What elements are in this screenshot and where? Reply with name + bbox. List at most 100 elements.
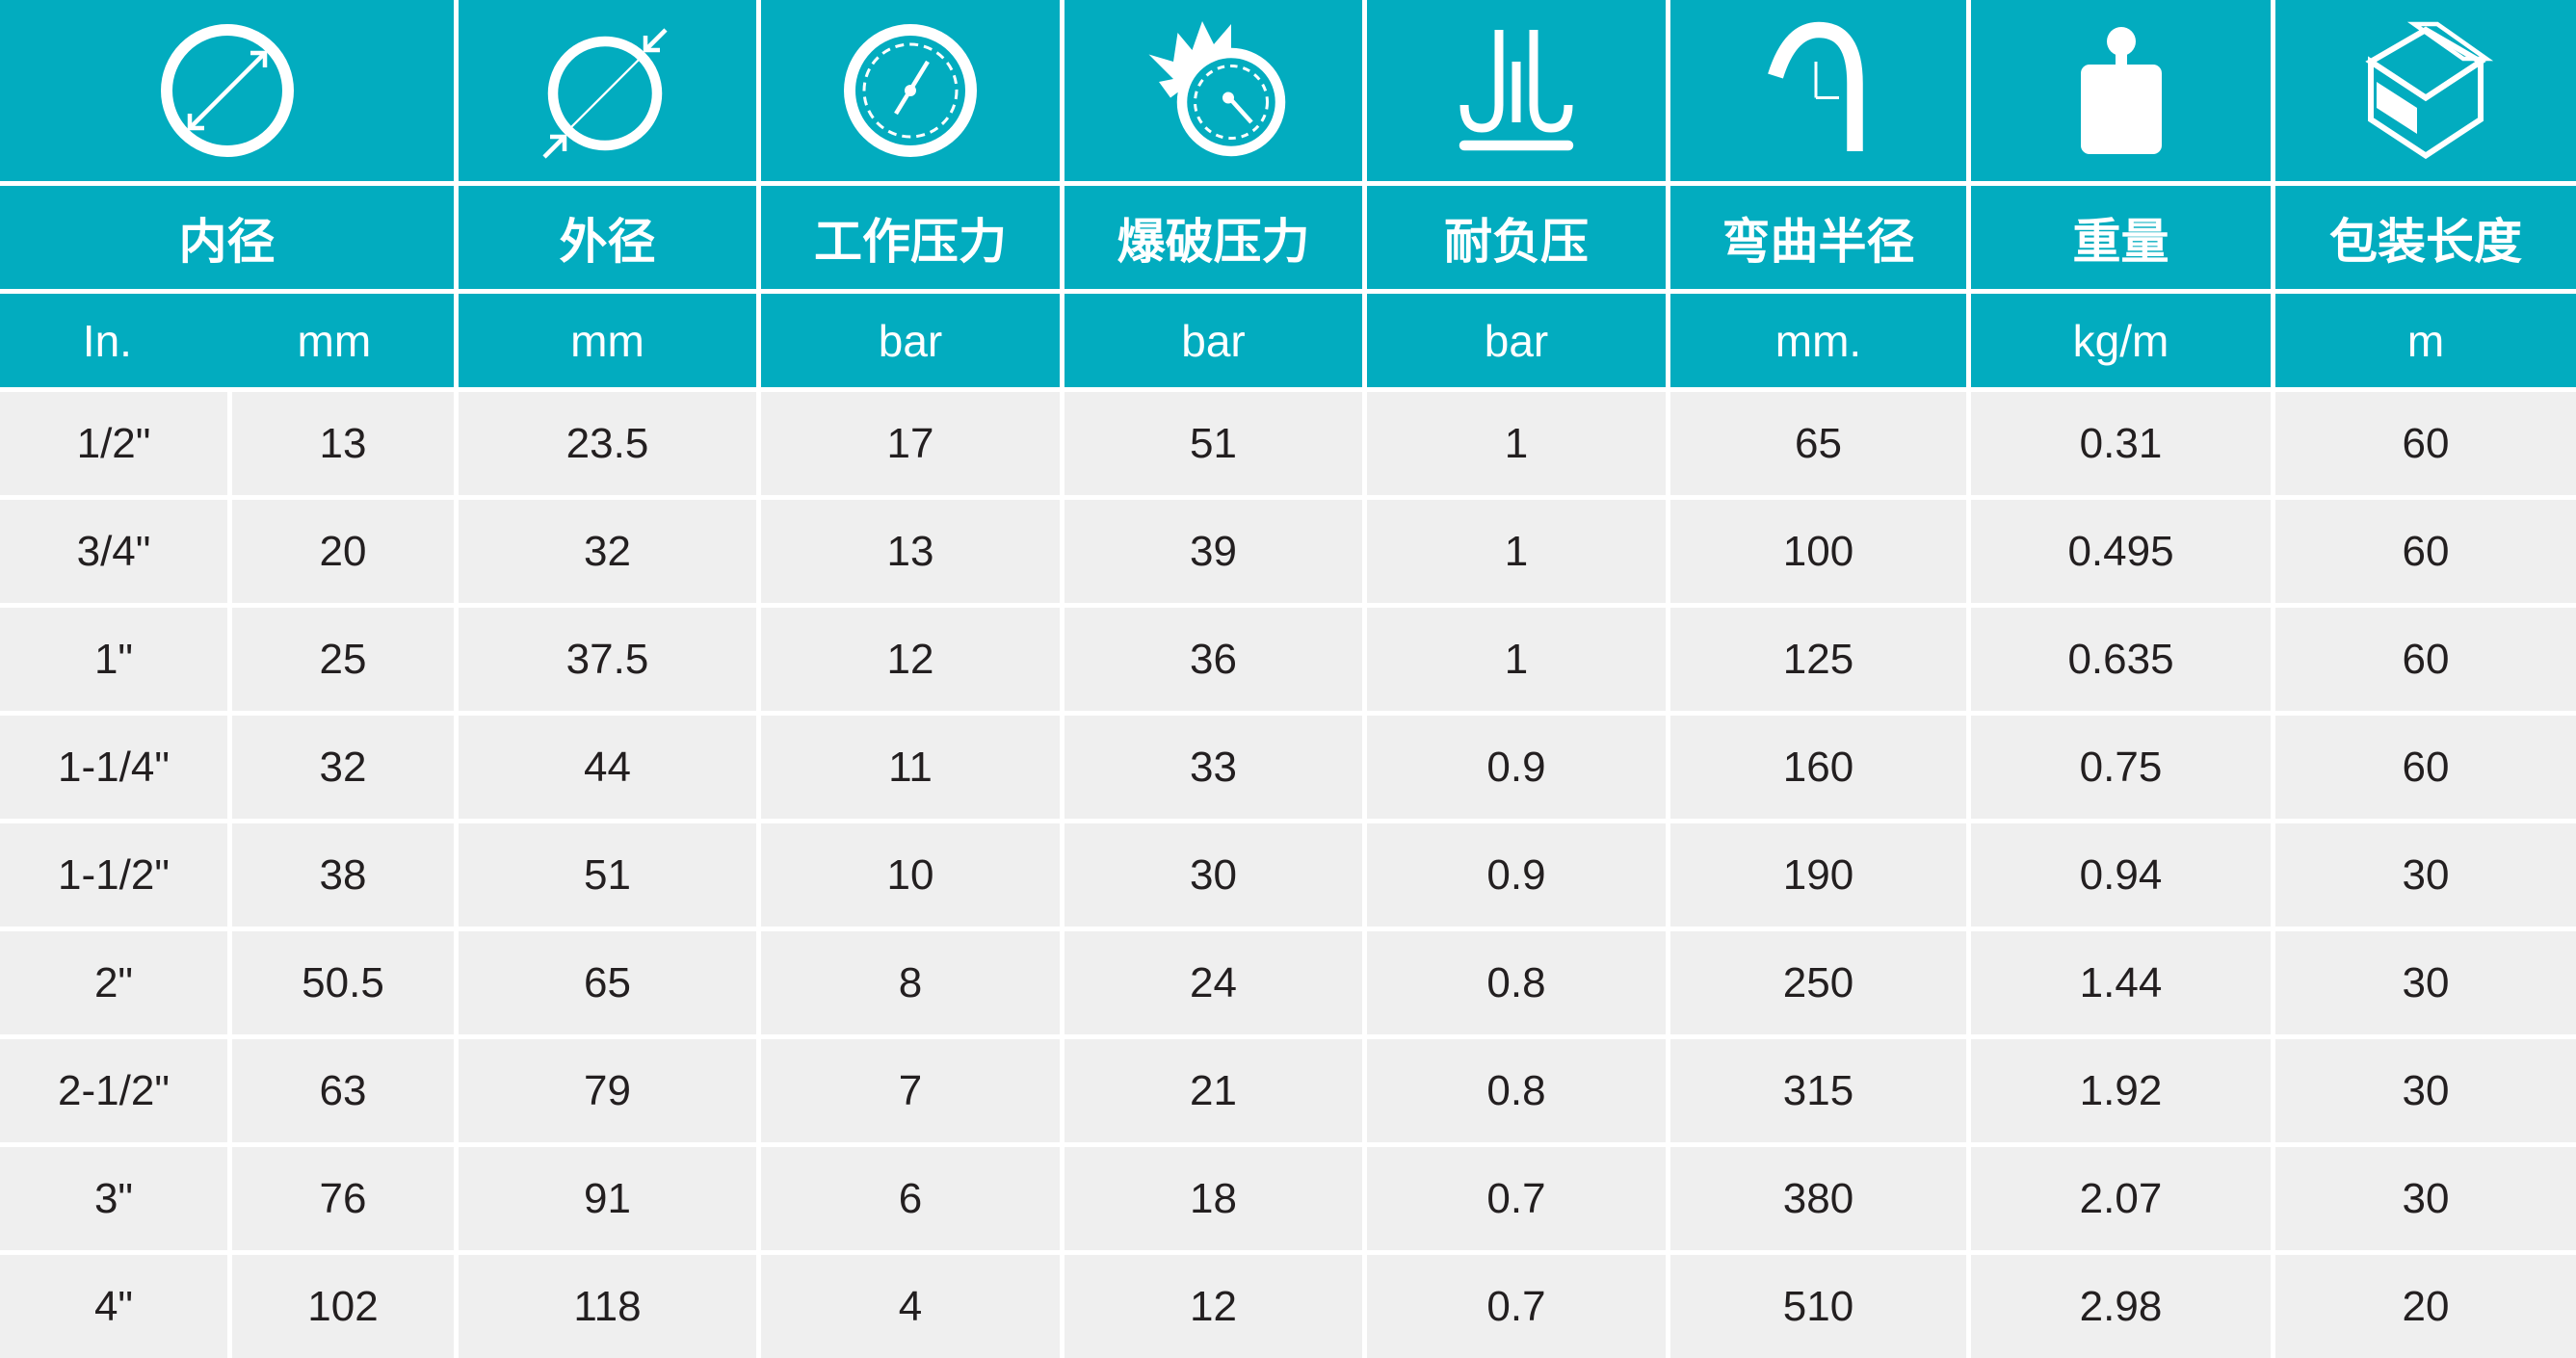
table-cell: 0.7: [1367, 1147, 1666, 1250]
column-title: 耐负压: [1367, 186, 1666, 289]
table-cell: 60: [2275, 392, 2576, 495]
table-cell: 2.98: [1971, 1255, 2271, 1358]
header-icon-cell: [2275, 0, 2576, 181]
table-cell: 102: [232, 1255, 454, 1358]
unit-cell: In. mm: [0, 294, 454, 387]
table-cell: 315: [1670, 1039, 1966, 1142]
header-icon-cell: [1367, 0, 1666, 181]
table-cell: 63: [232, 1039, 454, 1142]
table-cell: 51: [459, 823, 756, 927]
table-cell: 0.7: [1367, 1255, 1666, 1358]
table-cell: 23.5: [459, 392, 756, 495]
table-cell: 0.495: [1971, 500, 2271, 603]
unit-label: bar: [1065, 294, 1362, 387]
table-cell: 1-1/4": [0, 716, 227, 819]
table-cell: 1: [1367, 608, 1666, 711]
table-cell: 7: [761, 1039, 1060, 1142]
unit-label: mm: [459, 294, 756, 387]
table-cell: 76: [232, 1147, 454, 1250]
table-cell: 13: [761, 500, 1060, 603]
table-cell: 65: [1670, 392, 1966, 495]
unit-label: m: [2275, 294, 2576, 387]
table-cell: 4": [0, 1255, 227, 1358]
table-cell: 1: [1367, 500, 1666, 603]
table-cell: 10: [761, 823, 1060, 927]
table-cell: 79: [459, 1039, 756, 1142]
unit-label: mm.: [1670, 294, 1966, 387]
header-icon-cell: [0, 0, 454, 181]
table-cell: 21: [1065, 1039, 1362, 1142]
column-title: 弯曲半径: [1670, 186, 1966, 289]
column-title: 外径: [459, 186, 756, 289]
table-cell: 1": [0, 608, 227, 711]
unit-label: kg/m: [1971, 294, 2271, 387]
unit-label: bar: [761, 294, 1060, 387]
table-cell: 30: [2275, 823, 2576, 927]
table-cell: 4: [761, 1255, 1060, 1358]
table-cell: 13: [232, 392, 454, 495]
table-cell: 18: [1065, 1147, 1362, 1250]
outer-diameter-icon: [541, 28, 668, 159]
table-cell: 38: [232, 823, 454, 927]
table-cell: 30: [1065, 823, 1362, 927]
column-title: 工作压力: [761, 186, 1060, 289]
table-cell: 44: [459, 716, 756, 819]
table-cell: 17: [761, 392, 1060, 495]
table-cell: 33: [1065, 716, 1362, 819]
table-cell: 2": [0, 931, 227, 1034]
table-cell: 12: [761, 608, 1060, 711]
table-cell: 51: [1065, 392, 1362, 495]
table-cell: 39: [1065, 500, 1362, 603]
table-cell: 11: [761, 716, 1060, 819]
package-box-icon: [2365, 21, 2494, 160]
table-cell: 65: [459, 931, 756, 1034]
table-cell: 3": [0, 1147, 227, 1250]
column-title: 爆破压力: [1065, 186, 1362, 289]
unit-label: mm: [297, 315, 372, 366]
table-cell: 30: [2275, 1147, 2576, 1250]
table-cell: 1.92: [1971, 1039, 2271, 1142]
table-cell: 0.9: [1367, 716, 1666, 819]
table-cell: 2-1/2": [0, 1039, 227, 1142]
header-icon-cell: [761, 0, 1060, 181]
table-cell: 32: [459, 500, 756, 603]
table-cell: 50.5: [232, 931, 454, 1034]
table-cell: 60: [2275, 716, 2576, 819]
table-cell: 380: [1670, 1147, 1966, 1250]
table-cell: 25: [232, 608, 454, 711]
table-cell: 125: [1670, 608, 1966, 711]
table-cell: 250: [1670, 931, 1966, 1034]
table-cell: 60: [2275, 500, 2576, 603]
unit-label: bar: [1367, 294, 1666, 387]
table-cell: 0.75: [1971, 716, 2271, 819]
table-cell: 32: [232, 716, 454, 819]
table-cell: 0.9: [1367, 823, 1666, 927]
table-cell: 36: [1065, 608, 1362, 711]
table-cell: 100: [1670, 500, 1966, 603]
vacuum-icon: [1459, 30, 1574, 151]
header-icon-cell: [1670, 0, 1966, 181]
table-cell: 2.07: [1971, 1147, 2271, 1250]
table-cell: 1/2": [0, 392, 227, 495]
weight-icon: [2080, 27, 2162, 154]
table-cell: 12: [1065, 1255, 1362, 1358]
table-cell: 0.8: [1367, 1039, 1666, 1142]
burst-gauge-icon: [1148, 21, 1285, 157]
table-cell: 0.635: [1971, 608, 2271, 711]
table-cell: 6: [761, 1147, 1060, 1250]
table-cell: 24: [1065, 931, 1362, 1034]
table-cell: 160: [1670, 716, 1966, 819]
table-cell: 8: [761, 931, 1060, 1034]
unit-label: In.: [82, 315, 132, 366]
table-cell: 0.94: [1971, 823, 2271, 927]
header-icon-cell: [1065, 0, 1362, 181]
table-cell: 20: [232, 500, 454, 603]
table-cell: 0.31: [1971, 392, 2271, 495]
bend-radius-icon: [1767, 21, 1863, 151]
table-cell: 30: [2275, 1039, 2576, 1142]
column-title: 包装长度: [2275, 186, 2576, 289]
table-cell: 30: [2275, 931, 2576, 1034]
table-cell: 1.44: [1971, 931, 2271, 1034]
inner-diameter-icon: [160, 24, 294, 157]
pressure-gauge-icon: [844, 24, 977, 157]
